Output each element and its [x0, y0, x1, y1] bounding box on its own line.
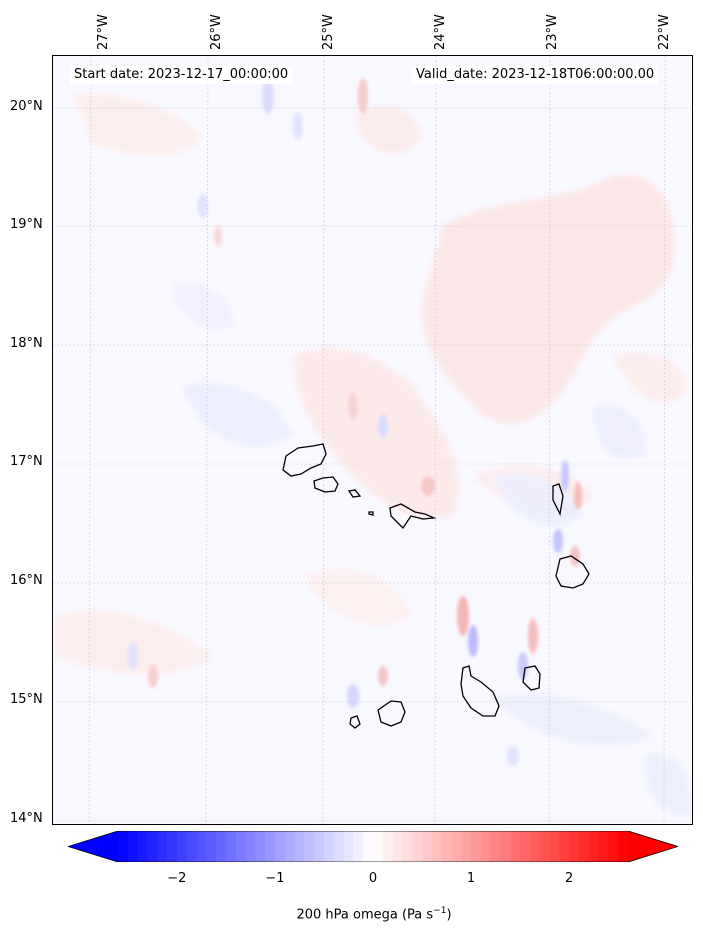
start-date-label: Start date: 2023-12-17_00:00:00	[70, 66, 293, 84]
colorbar-cell	[441, 831, 452, 862]
colorbar-cell	[343, 831, 354, 862]
island-ilheu	[368, 511, 374, 516]
colorbar-tick-label: 1	[466, 871, 476, 886]
colorbar-cell	[206, 831, 217, 862]
island-santiago	[460, 665, 500, 717]
lon-label: 22°W	[657, 14, 672, 50]
colorbar-cell	[294, 831, 305, 862]
coastlines	[282, 443, 590, 729]
colorbar-tick-label: 2	[565, 871, 574, 886]
colorbar-cell	[598, 831, 609, 862]
colorbar-cell	[225, 831, 237, 862]
colorbar-tick-label: 0	[368, 871, 378, 886]
colorbar-extend-low	[68, 831, 118, 862]
colorbar-extend-high	[628, 831, 678, 862]
colorbar-cell	[314, 831, 325, 862]
colorbar-cell	[412, 831, 423, 862]
lat-label: 18°N	[10, 336, 43, 351]
lat-label: 16°N	[10, 573, 43, 588]
colorbar-cell	[127, 831, 139, 862]
colorbar-cell	[392, 831, 403, 862]
lat-label: 19°N	[10, 217, 43, 232]
lon-label: 27°W	[96, 14, 111, 50]
colorbar-cell	[539, 831, 550, 862]
colorbar-cell	[157, 831, 168, 862]
colorbar-cell	[569, 831, 580, 862]
colorbar-cell	[608, 831, 619, 862]
colorbar-cell	[216, 831, 227, 862]
colorbar-cell	[186, 831, 197, 862]
colorbar-cell	[559, 831, 570, 862]
island-fogo	[377, 700, 406, 727]
colorbar-cell	[588, 831, 599, 862]
colorbar-cell	[323, 831, 335, 862]
colorbar-cell	[422, 831, 433, 862]
island-santo-antao	[282, 443, 327, 477]
colorbar-cell	[618, 831, 629, 862]
colorbar-cell	[167, 831, 178, 862]
island-sao-vicente	[313, 476, 339, 493]
colorbar	[68, 831, 678, 862]
colorbar-cell	[500, 831, 511, 862]
colorbar-cell	[137, 831, 148, 862]
colorbar-label: 200 hPa omega (Pa s−1)	[296, 906, 452, 923]
colorbar-cell	[196, 831, 207, 862]
colorbar-cell	[147, 831, 158, 862]
island-sal	[552, 483, 564, 517]
colorbar-cell	[118, 831, 129, 862]
lat-label: 14°N	[10, 811, 43, 826]
colorbar-tick-label: −1	[265, 871, 285, 886]
lat-label: 15°N	[10, 692, 43, 707]
colorbar-cell	[382, 831, 394, 862]
colorbar-cell	[274, 831, 286, 862]
map-panel	[52, 55, 693, 825]
colorbar-tick-label: −2	[167, 871, 187, 886]
island-boa-vista	[555, 555, 590, 589]
island-maio	[522, 665, 541, 691]
colorbar-cell	[284, 831, 295, 862]
colorbar-cell	[353, 831, 364, 862]
colorbar-cell	[255, 831, 266, 862]
colorbar-cell	[510, 831, 521, 862]
colorbar-cells	[68, 831, 678, 862]
island-sao-nicolau	[389, 503, 437, 530]
colorbar-cell	[265, 831, 276, 862]
colorbar-cell	[373, 831, 384, 862]
colorbar-cell	[480, 831, 492, 862]
colorbar-cell	[431, 831, 443, 862]
colorbar-cell	[461, 831, 472, 862]
colorbar-cell	[520, 831, 531, 862]
colorbar-cell	[451, 831, 462, 862]
lon-label: 26°W	[209, 14, 224, 50]
island-brava	[349, 715, 361, 729]
colorbar-cell	[471, 831, 482, 862]
colorbar-cell	[549, 831, 560, 862]
valid-date-label: Valid_date: 2023-12-18T06:00:00.00	[412, 66, 659, 84]
colorbar-cell	[304, 831, 315, 862]
lon-label: 25°W	[321, 14, 336, 50]
colorbar-cell	[245, 831, 256, 862]
colorbar-cell	[578, 831, 590, 862]
colorbar-cell	[529, 831, 541, 862]
lon-label: 24°W	[433, 14, 448, 50]
colorbar-cell	[235, 831, 246, 862]
lat-label: 17°N	[10, 454, 43, 469]
colorbar-cell	[402, 831, 413, 862]
island-santa-luzia	[347, 489, 362, 498]
colorbar-cell	[333, 831, 344, 862]
lat-label: 20°N	[10, 99, 43, 114]
omega-field	[53, 56, 692, 824]
colorbar-cell	[490, 831, 501, 862]
colorbar-cell	[363, 831, 374, 862]
lon-label: 23°W	[545, 14, 560, 50]
colorbar-cell	[176, 831, 188, 862]
